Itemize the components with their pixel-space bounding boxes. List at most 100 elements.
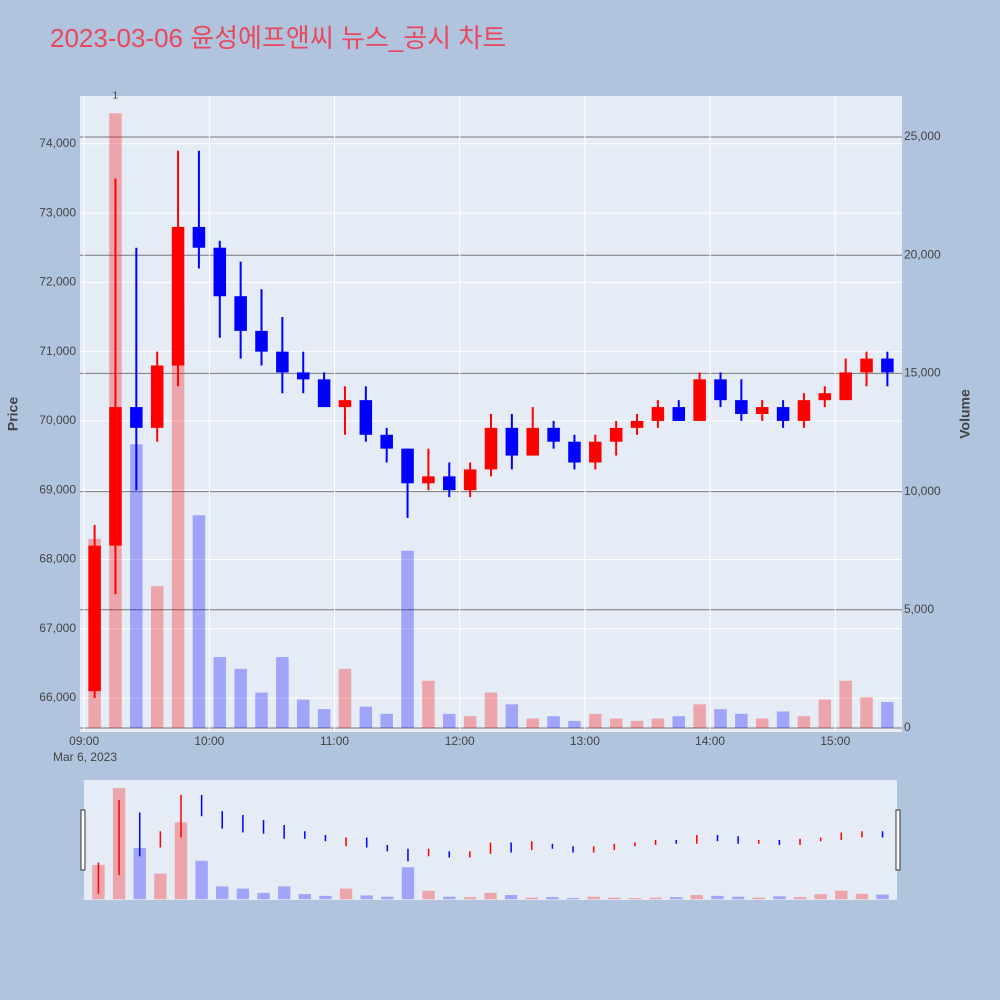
slider-volume-bar (298, 894, 311, 900)
candle-body (505, 427, 519, 456)
y2-tick-label: 0 (904, 720, 911, 734)
volume-bar (797, 716, 811, 729)
y-tick-label: 72,000 (39, 275, 76, 289)
candle-body (443, 476, 456, 491)
candle-body (630, 420, 644, 428)
candle-body (276, 351, 289, 373)
y2-tick-label: 15,000 (904, 366, 941, 380)
slider-volume-bar (773, 896, 786, 900)
slider-volume-bar (339, 888, 353, 900)
x-tick-label: 15:00 (820, 734, 850, 748)
slider-volume-bar (731, 896, 745, 900)
slider-volume-bar (876, 894, 889, 900)
candle-body (735, 400, 748, 414)
volume-bar (735, 713, 748, 729)
slider-volume-bar (752, 897, 765, 900)
y2-axis-label: Volume (957, 389, 973, 439)
slider-volume-bar (711, 895, 724, 900)
volume-bar (296, 699, 310, 729)
x-axis-date: Mar 6, 2023 (53, 750, 117, 764)
candle-body (255, 330, 268, 352)
volume-bar (213, 657, 227, 729)
volume-bar (609, 718, 623, 729)
slider-volume-bar (690, 895, 704, 900)
y-tick-label: 71,000 (39, 344, 76, 358)
slider-volume-bar (277, 886, 291, 900)
y-tick-label: 70,000 (39, 413, 76, 427)
slider-volume-bar (381, 896, 394, 900)
volume-bar (484, 692, 498, 729)
candle-body (547, 427, 560, 442)
y2-tick-label: 20,000 (904, 247, 941, 261)
y-axis-label: Price (5, 397, 21, 431)
candle-body (568, 441, 581, 463)
candle-body (359, 400, 373, 435)
volume-bar (839, 680, 852, 729)
slider-volume-bar (587, 896, 600, 900)
x-tick-label: 11:00 (320, 734, 349, 748)
slider-volume-bar (401, 867, 415, 900)
annotation: 1 (113, 91, 119, 102)
volume-bar (818, 699, 832, 729)
volume-bar (547, 716, 560, 729)
slider-volume-bar (443, 896, 456, 900)
x-tick-label: 14:00 (695, 734, 725, 748)
volume-bar (422, 680, 435, 729)
slider-volume-bar (566, 897, 580, 900)
volume-bar (338, 668, 352, 729)
slider-volume-bar (216, 886, 229, 900)
candle-body (526, 427, 539, 456)
candle-body (609, 427, 623, 442)
candle-body (672, 407, 686, 421)
volume-bar (171, 302, 185, 729)
slider-volume-bar (670, 897, 683, 900)
volume-bar (130, 444, 143, 729)
volume-bar (150, 586, 164, 729)
slider-volume-bar (463, 897, 477, 900)
slider-volume-bar (422, 890, 435, 900)
y-tick-label: 69,000 (39, 482, 76, 496)
volume-bar (589, 713, 602, 729)
slider-handle-right[interactable] (895, 809, 901, 871)
volume-bar (234, 668, 247, 729)
x-tick-label: 09:00 (69, 734, 99, 748)
range-slider[interactable] (84, 780, 897, 900)
slider-volume-bar (257, 892, 270, 900)
candle-body (839, 372, 852, 401)
slider-volume-bar (195, 860, 208, 900)
candle-body (234, 296, 247, 331)
slider-volume-bar (628, 897, 642, 900)
candle-body (380, 434, 393, 449)
volume-bar (359, 706, 373, 729)
candle-body (589, 441, 602, 463)
x-tick-label: 12:00 (445, 734, 475, 748)
volume-bar (380, 713, 393, 729)
slider-volume-bar (360, 895, 373, 900)
slider-volume-bar (319, 895, 332, 900)
slider-volume-bar (649, 897, 662, 900)
volume-bar (505, 704, 519, 729)
volume-bar (463, 716, 477, 729)
candle-body (296, 372, 310, 380)
volume-bar (776, 711, 790, 729)
candle-body (171, 226, 185, 366)
candle-body (818, 393, 832, 401)
volume-bar (276, 657, 289, 729)
volume-bar (651, 718, 665, 729)
volume-bar (755, 718, 769, 729)
slider-volume-bar (814, 894, 827, 900)
y-tick-label: 67,000 (39, 621, 76, 635)
slider-volume-bar (154, 873, 167, 900)
candle-body (881, 358, 894, 373)
candle-body (422, 476, 435, 484)
candle-body (317, 379, 331, 408)
slider-volume-bar (133, 847, 146, 900)
slider-handle-left[interactable] (80, 809, 86, 871)
volume-bar (317, 709, 331, 729)
candle-body (714, 379, 727, 401)
slider-volume-bar (525, 897, 538, 900)
candle-body (338, 400, 352, 408)
volume-bar (443, 713, 456, 729)
volume-bar (192, 515, 206, 729)
candle-body (130, 407, 143, 428)
